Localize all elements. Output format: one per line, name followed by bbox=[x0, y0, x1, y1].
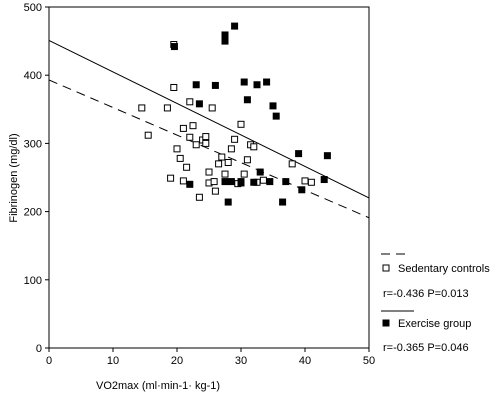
exercise-point bbox=[253, 81, 261, 89]
exercise-point bbox=[221, 178, 229, 186]
sedentary-point bbox=[195, 193, 203, 201]
legend-exercise-label: Exercise group bbox=[398, 318, 471, 330]
sedentary-point bbox=[227, 145, 235, 153]
sedentary-point bbox=[189, 122, 197, 130]
sedentary-point bbox=[205, 168, 213, 176]
exercise-point bbox=[298, 186, 306, 194]
y-tick-label: 100 bbox=[24, 275, 42, 287]
y-tick-label: 500 bbox=[24, 2, 42, 14]
y-tick-label: 200 bbox=[24, 207, 42, 219]
legend: Sedentary controls r=-0.436 P=0.013 Exerci… bbox=[381, 253, 490, 354]
sedentary-point bbox=[192, 141, 200, 149]
sedentary-point bbox=[301, 177, 309, 185]
sedentary-point bbox=[288, 160, 296, 168]
sedentary-point bbox=[221, 170, 229, 178]
sedentary-point bbox=[163, 104, 171, 112]
exercise-point bbox=[295, 150, 303, 158]
exercise-point bbox=[186, 180, 194, 188]
legend-exercise-stats: r=-0.365 P=0.046 bbox=[383, 342, 469, 354]
legend-sedentary-marker bbox=[382, 264, 390, 272]
sedentary-point bbox=[231, 135, 239, 143]
sedentary-point bbox=[138, 104, 146, 112]
sedentary-fit-line bbox=[49, 79, 369, 219]
sedentary-point bbox=[307, 178, 315, 186]
exercise-point bbox=[227, 178, 235, 186]
sedentary-point bbox=[259, 176, 267, 184]
x-tick-label: 50 bbox=[363, 355, 375, 367]
fit-lines bbox=[49, 39, 369, 219]
x-tick-label: 20 bbox=[171, 355, 183, 367]
sedentary-point bbox=[202, 133, 210, 141]
exercise-point bbox=[211, 81, 219, 89]
sedentary-point bbox=[202, 139, 210, 147]
x-tick-label: 10 bbox=[107, 355, 119, 367]
exercise-point bbox=[263, 78, 271, 86]
x-tick-label: 40 bbox=[299, 355, 311, 367]
sedentary-point bbox=[173, 145, 181, 153]
exercise-point bbox=[195, 100, 203, 108]
data-points bbox=[138, 22, 331, 206]
legend-sedentary-label: Sedentary controls bbox=[398, 263, 490, 275]
sedentary-point bbox=[186, 98, 194, 106]
y-tick-label: 400 bbox=[24, 70, 42, 82]
exercise-point bbox=[192, 81, 200, 89]
x-axis: 0 10 20 30 40 50 bbox=[46, 348, 375, 367]
sedentary-point bbox=[240, 170, 248, 178]
exercise-point bbox=[237, 179, 245, 187]
sedentary-point bbox=[250, 143, 258, 151]
sedentary-point bbox=[183, 163, 191, 171]
exercise-point bbox=[221, 37, 229, 45]
exercise-point bbox=[279, 198, 287, 206]
plot-area bbox=[48, 6, 370, 349]
exercise-point bbox=[269, 102, 277, 110]
exercise-point bbox=[243, 96, 251, 104]
y-tick-label: 0 bbox=[36, 343, 42, 355]
sedentary-point bbox=[144, 131, 152, 139]
y-tick-label: 300 bbox=[24, 138, 42, 150]
exercise-point bbox=[266, 178, 274, 186]
y-axis: 0 100 200 300 400 500 bbox=[24, 2, 49, 355]
sedentary-point bbox=[167, 174, 175, 182]
sedentary-point bbox=[224, 158, 232, 166]
exercise-point bbox=[272, 112, 280, 120]
x-tick-label: 30 bbox=[235, 355, 247, 367]
exercise-point bbox=[323, 152, 331, 160]
exercise-fit-line bbox=[49, 39, 369, 199]
exercise-point bbox=[221, 31, 229, 39]
y-axis-title: Fibrinogen (mg/dl) bbox=[8, 133, 20, 222]
exercise-point bbox=[240, 78, 248, 86]
exercise-point bbox=[231, 22, 239, 30]
exercise-point bbox=[282, 178, 290, 186]
legend-exercise-marker bbox=[382, 319, 390, 327]
exercise-point bbox=[224, 198, 232, 206]
sedentary-point bbox=[179, 124, 187, 132]
exercise-point bbox=[256, 168, 264, 176]
sedentary-point bbox=[215, 160, 223, 168]
sedentary-point bbox=[243, 156, 251, 164]
sedentary-point bbox=[210, 178, 218, 186]
sedentary-point bbox=[176, 154, 184, 162]
sedentary-point bbox=[237, 120, 245, 128]
sedentary-point bbox=[211, 187, 219, 195]
x-tick-label: 0 bbox=[46, 355, 52, 367]
sedentary-point bbox=[218, 153, 226, 161]
exercise-point bbox=[250, 178, 258, 186]
exercise-point bbox=[170, 43, 178, 51]
legend-sedentary-stats: r=-0.436 P=0.013 bbox=[383, 288, 469, 300]
sedentary-point bbox=[179, 177, 187, 185]
sedentary-point bbox=[170, 83, 178, 91]
sedentary-point bbox=[208, 104, 216, 112]
sedentary-point bbox=[186, 133, 194, 141]
plot-border bbox=[48, 6, 370, 349]
exercise-point bbox=[320, 176, 328, 184]
x-axis-title: VO2max (ml·min-1· kg-1) bbox=[96, 380, 220, 392]
